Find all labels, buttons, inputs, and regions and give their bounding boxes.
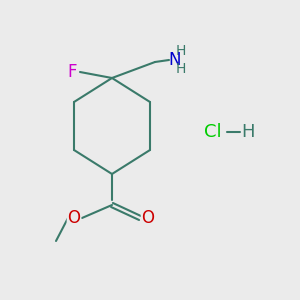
Text: O: O (68, 209, 80, 227)
Text: Cl: Cl (204, 123, 222, 141)
Text: H: H (241, 123, 255, 141)
Text: N: N (169, 51, 181, 69)
Text: O: O (142, 209, 154, 227)
Text: H: H (176, 62, 186, 76)
Text: F: F (67, 63, 77, 81)
Text: H: H (176, 44, 186, 58)
